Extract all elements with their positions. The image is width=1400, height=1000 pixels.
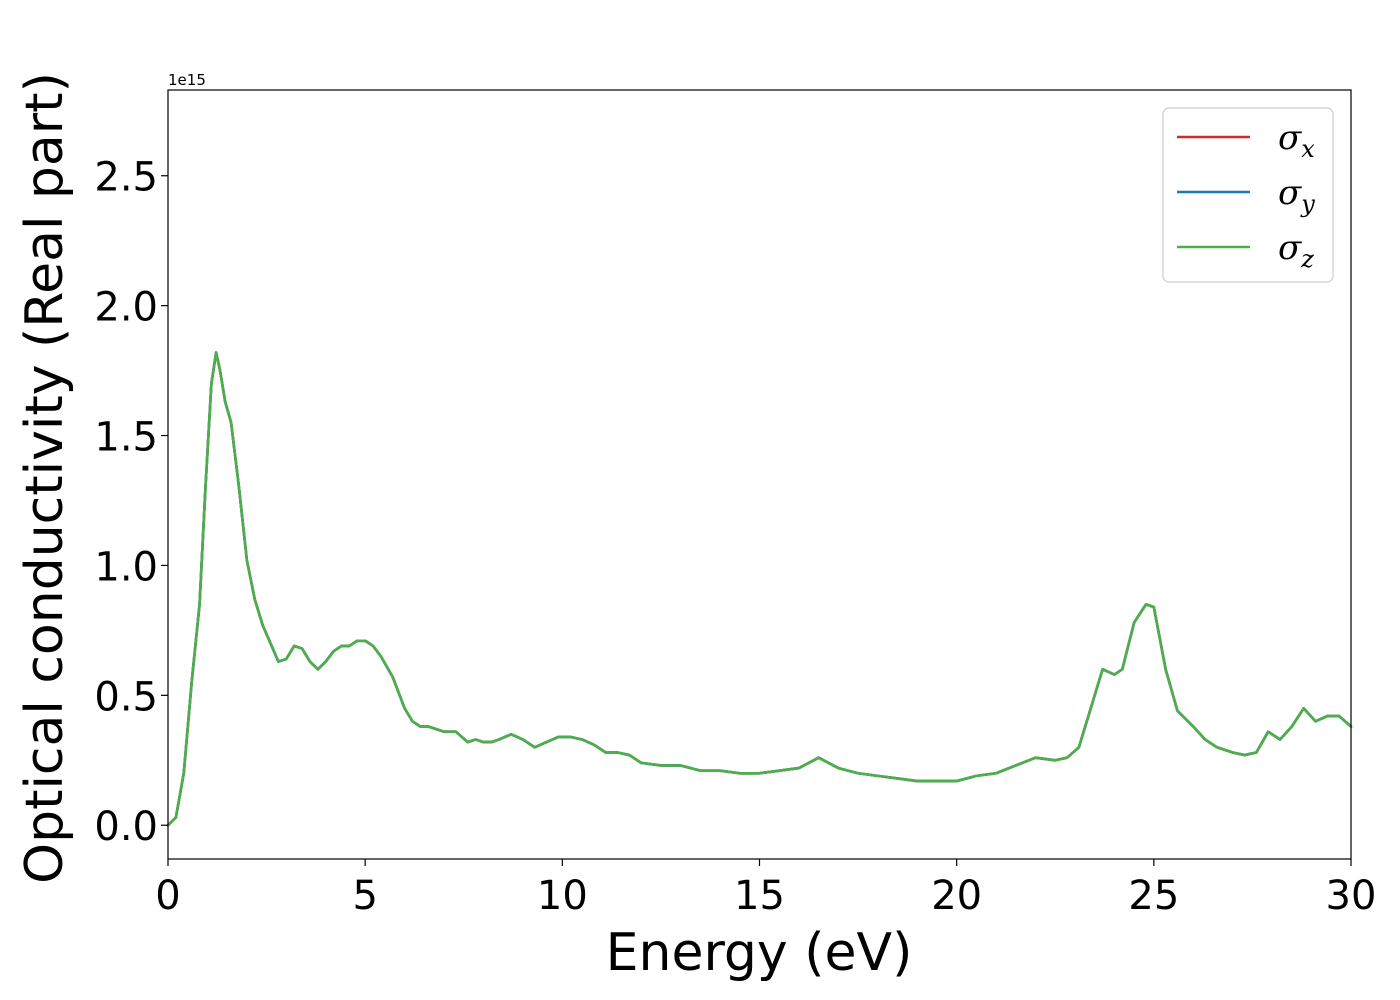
plot-area — [168, 90, 1351, 859]
x-axis-title: Energy (eV) — [606, 923, 913, 983]
y-tick-label: 2.5 — [94, 155, 158, 201]
x-tick-label: 25 — [1128, 873, 1179, 919]
legend-label: σx — [1278, 118, 1315, 163]
y-axis-title: Optical conductivity (Real part) — [15, 72, 75, 884]
y-tick-label: 1.0 — [94, 544, 158, 590]
legend-label: σy — [1278, 173, 1315, 218]
x-tick-label: 20 — [931, 873, 982, 919]
y-offset-label: 1e15 — [168, 71, 206, 89]
y-tick-label: 0.0 — [94, 804, 158, 850]
x-tick-label: 5 — [352, 873, 377, 919]
y-axis: 0.0 0.5 1.0 1.5 2.0 2.5 — [94, 155, 168, 850]
y-tick-label: 0.5 — [94, 674, 158, 720]
y-tick-label: 2.0 — [94, 285, 158, 331]
y-tick-label: 1.5 — [94, 415, 158, 461]
legend-box — [1162, 107, 1334, 283]
x-axis: 0 5 10 15 20 25 30 — [155, 859, 1376, 919]
x-tick-label: 15 — [734, 873, 785, 919]
x-tick-label: 10 — [537, 873, 588, 919]
legend-label: σz — [1278, 228, 1314, 273]
x-tick-label: 30 — [1326, 873, 1377, 919]
series-layer — [166, 351, 1353, 827]
series-line-2 — [166, 351, 1353, 827]
x-tick-label: 0 — [155, 873, 180, 919]
legend: σx σy σz — [1162, 107, 1334, 283]
